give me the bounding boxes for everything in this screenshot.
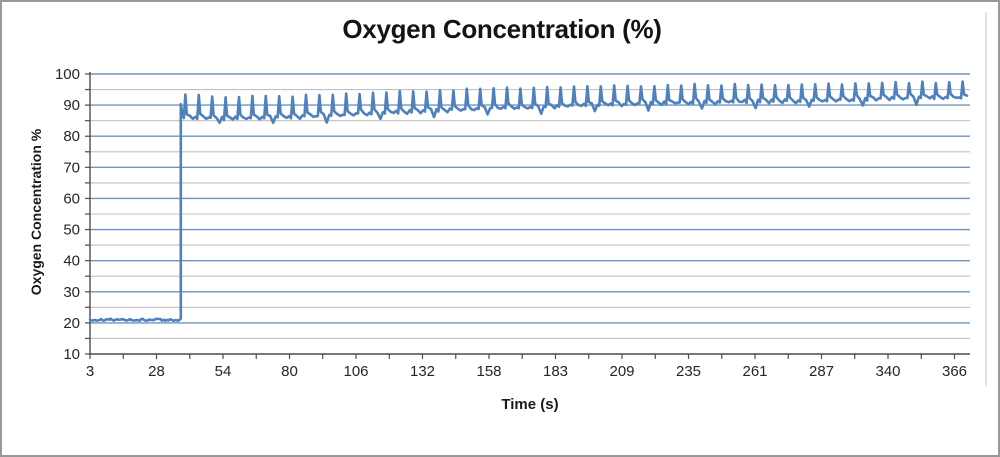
x-tick-label: 28	[148, 363, 165, 380]
y-tick-label: 80	[63, 128, 80, 145]
x-tick-label: 106	[343, 363, 368, 380]
chart-title: Oxygen Concentration (%)	[342, 14, 662, 44]
x-tick-label: 366	[942, 363, 967, 380]
y-tick-label: 40	[63, 253, 80, 270]
y-tick-label: 70	[63, 159, 80, 176]
y-tick-label: 10	[63, 346, 80, 363]
y-tick-label: 50	[63, 222, 80, 239]
x-tick-label: 235	[676, 363, 701, 380]
y-tick-label: 90	[63, 97, 80, 114]
x-tick-label: 261	[742, 363, 767, 380]
y-tick-label: 30	[63, 284, 80, 301]
x-axis-title: Time (s)	[501, 396, 559, 413]
x-tick-label: 80	[281, 363, 298, 380]
x-tick-label: 158	[476, 363, 501, 380]
oxygen-series-line	[88, 80, 969, 323]
y-tick-label: 60	[63, 190, 80, 207]
x-tick-label: 54	[215, 363, 232, 380]
x-tick-label: 3	[86, 363, 94, 380]
x-tick-label: 287	[809, 363, 834, 380]
x-tick-label: 183	[543, 363, 568, 380]
y-tick-label: 100	[55, 66, 80, 83]
x-tick-label: 340	[875, 363, 900, 380]
x-tick-label: 132	[410, 363, 435, 380]
x-tick-label: 209	[609, 363, 634, 380]
y-tick-label: 20	[63, 315, 80, 332]
